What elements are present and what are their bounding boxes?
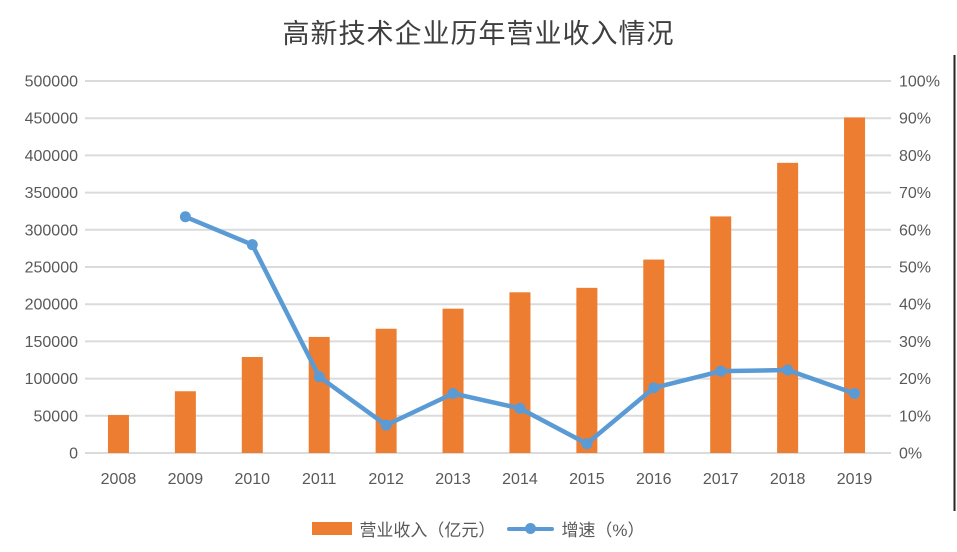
- y-axis-left-tick-label: 0: [69, 446, 78, 463]
- revenue-bar-2013: [442, 308, 464, 453]
- y-axis-right-tick-label: 50%: [899, 260, 931, 277]
- y-axis-left-tick-label: 450000: [25, 111, 78, 128]
- x-axis-tick-label: 2016: [636, 471, 672, 488]
- growth-point-2011: [313, 371, 325, 383]
- chart-title: 高新技术企业历年营业收入情况: [282, 19, 675, 49]
- x-axis-tick-label: 2018: [770, 471, 806, 488]
- y-axis-right-tick-label: 100%: [899, 74, 940, 91]
- y-axis-left-tick-label: 350000: [25, 185, 78, 202]
- x-axis-tick-label: 2010: [234, 471, 270, 488]
- y-axis-left-tick-label: 150000: [25, 334, 78, 351]
- y-axis-right-tick-label: 20%: [899, 371, 931, 388]
- legend-item-growth: 增速（%）: [507, 516, 645, 541]
- y-axis-left-tick-label: 250000: [25, 260, 78, 277]
- x-axis-tick-label: 2011: [302, 471, 337, 488]
- revenue-bar-2010: [241, 357, 263, 453]
- growth-line-swatch-icon: [507, 522, 555, 535]
- growth-point-2010: [246, 239, 258, 251]
- legend-label-growth: 增速（%）: [561, 521, 645, 540]
- x-axis-tick-label: 2015: [569, 471, 605, 488]
- x-axis-tick-label: 2009: [168, 471, 204, 488]
- x-axis-tick-label: 2019: [837, 471, 873, 488]
- y-axis-right-tick-label: 90%: [899, 111, 931, 128]
- x-axis-tick-label: 2014: [502, 471, 538, 488]
- x-axis-tick-label: 2013: [435, 471, 471, 488]
- y-axis-right-tick-label: 70%: [899, 185, 931, 202]
- revenue-bar-2008: [107, 415, 129, 453]
- legend-item-revenue: 营业收入（亿元）: [312, 516, 495, 541]
- growth-point-2017: [715, 365, 727, 377]
- revenue-bar-2016: [643, 259, 665, 453]
- y-axis-left-tick-label: 300000: [25, 222, 78, 239]
- growth-point-2014: [514, 402, 526, 414]
- y-axis-right-tick-label: 10%: [899, 408, 931, 425]
- y-axis-right-tick-label: 0%: [899, 446, 922, 463]
- growth-point-2019: [849, 387, 861, 399]
- revenue-bar-2019: [844, 117, 866, 454]
- revenue-bar-2012: [375, 328, 397, 453]
- growth-point-2009: [179, 211, 191, 223]
- y-axis-right-tick-label: 40%: [899, 297, 931, 314]
- y-axis-left-tick-label: 200000: [25, 297, 78, 314]
- growth-point-2015: [581, 438, 593, 450]
- revenue-bar-swatch-icon: [312, 522, 353, 535]
- x-axis-tick-label: 2008: [101, 471, 137, 488]
- revenue-bar-2014: [509, 292, 531, 453]
- chart-legend: 营业收入（亿元） 增速（%）: [0, 516, 957, 541]
- revenue-bar-2015: [576, 287, 598, 453]
- y-axis-left-tick-label: 400000: [25, 148, 78, 165]
- revenue-bar-2017: [710, 216, 732, 453]
- y-axis-left-tick-label: 50000: [34, 408, 79, 425]
- legend-label-revenue: 营业收入（亿元）: [359, 521, 496, 540]
- y-axis-left-tick-label: 500000: [25, 74, 78, 91]
- y-axis-right-tick-label: 30%: [899, 334, 931, 351]
- growth-point-2012: [380, 419, 392, 431]
- growth-point-2018: [782, 364, 794, 376]
- revenue-bar-2009: [174, 391, 196, 453]
- revenue-bar-2018: [777, 162, 799, 453]
- x-axis-tick-label: 2012: [368, 471, 404, 488]
- y-axis-left-tick-label: 100000: [25, 371, 78, 388]
- y-axis-right-tick-label: 80%: [899, 148, 931, 165]
- growth-point-2016: [648, 382, 660, 394]
- growth-point-2013: [447, 387, 459, 399]
- x-axis-tick-label: 2017: [703, 471, 739, 488]
- y-axis-right-tick-label: 60%: [899, 222, 931, 239]
- revenue-bar-2011: [308, 336, 330, 453]
